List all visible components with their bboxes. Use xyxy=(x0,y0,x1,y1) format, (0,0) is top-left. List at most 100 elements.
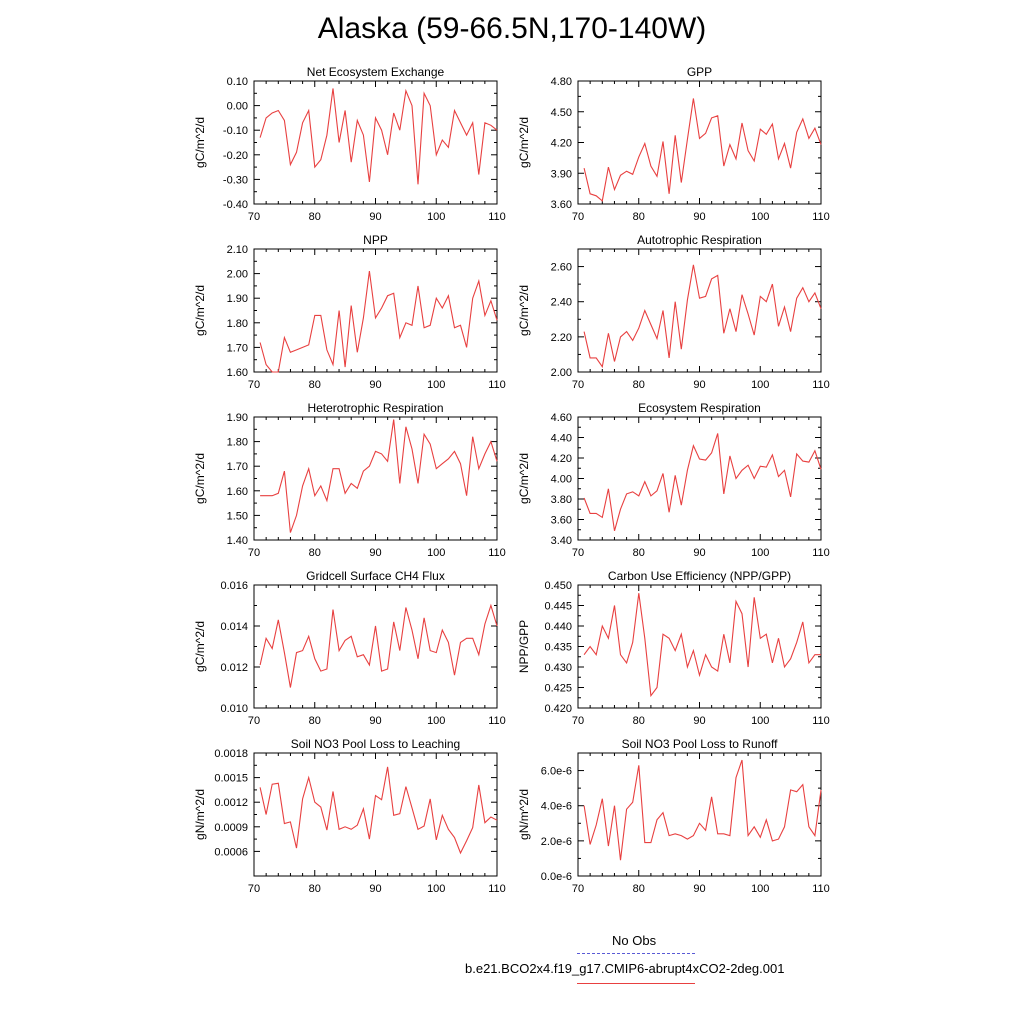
y-axis-label: gC/m^2/d xyxy=(517,117,531,168)
y-tick-label: 1.50 xyxy=(227,510,248,522)
chart-panel: Gridcell Surface CH4 Flux gC/m^2/d 70 80 90 1… xyxy=(193,569,506,727)
x-tick-label: 110 xyxy=(812,547,830,559)
chart-title: Heterotrophic Respiration xyxy=(307,401,443,415)
x-tick-label: 70 xyxy=(248,883,260,895)
x-tick-label: 90 xyxy=(693,883,705,895)
x-tick-label: 100 xyxy=(751,883,769,895)
x-tick-label: 70 xyxy=(572,547,584,559)
chart-panel: Heterotrophic Respiration gC/m^2/d 70 80 90 1… xyxy=(193,401,506,559)
series-line xyxy=(583,593,821,698)
y-tick-label: 4.00 xyxy=(551,474,572,486)
y-tick-label: 1.80 xyxy=(227,318,248,330)
series-line xyxy=(259,271,498,373)
plot-frame xyxy=(253,248,498,373)
x-tick-label: 110 xyxy=(488,547,506,559)
x-tick-label: 80 xyxy=(633,379,645,391)
x-tick-label: 110 xyxy=(812,883,830,895)
series-line xyxy=(583,759,822,861)
y-tick-label: 4.20 xyxy=(551,453,572,465)
chart-title: Ecosystem Respiration xyxy=(638,401,761,415)
x-tick-label: 80 xyxy=(309,211,321,223)
x-tick-label: 70 xyxy=(248,211,260,223)
x-tick-label: 70 xyxy=(572,883,584,895)
x-tick-label: 100 xyxy=(751,211,769,223)
x-tick-label: 100 xyxy=(751,379,769,391)
chart-title: Soil NO3 Pool Loss to Leaching xyxy=(291,737,460,751)
x-tick-label: 90 xyxy=(693,379,705,391)
plot-frame xyxy=(253,80,498,205)
y-tick-label: 3.90 xyxy=(551,168,572,180)
y-axis-label: gC/m^2/d xyxy=(517,285,531,336)
y-tick-label: 3.80 xyxy=(551,494,572,506)
legend-obs-line xyxy=(577,953,695,954)
chart-title: Autotrophic Respiration xyxy=(637,233,762,247)
x-tick-label: 90 xyxy=(369,715,381,727)
y-axis-label: gC/m^2/d xyxy=(193,285,207,336)
y-tick-label: 1.90 xyxy=(227,293,248,305)
y-tick-label: 0.0012 xyxy=(214,797,248,809)
x-tick-label: 100 xyxy=(427,211,445,223)
y-tick-label: 2.00 xyxy=(227,269,248,281)
chart-panel: GPP gC/m^2/d 70 80 90 100 110 3.60 3.90 4.20 4.50 4… xyxy=(517,65,830,223)
x-tick-label: 90 xyxy=(693,715,705,727)
y-tick-label: 0.445 xyxy=(544,601,572,613)
legend-obs-label: No Obs xyxy=(612,933,657,948)
x-tick-label: 90 xyxy=(369,883,381,895)
legend-model-line xyxy=(577,983,695,984)
x-tick-label: 70 xyxy=(248,379,260,391)
x-tick-label: 110 xyxy=(488,883,506,895)
y-tick-label: 4.50 xyxy=(551,107,572,119)
x-tick-label: 110 xyxy=(488,379,506,391)
y-tick-label: 0.435 xyxy=(544,642,572,654)
chart-panel: NPP gC/m^2/d 70 80 90 100 110 1.60 1.70 1.80 1.90 2… xyxy=(193,233,506,391)
x-tick-label: 80 xyxy=(309,715,321,727)
chart-title: Gridcell Surface CH4 Flux xyxy=(306,569,445,583)
x-tick-label: 110 xyxy=(812,715,830,727)
x-tick-label: 70 xyxy=(248,547,260,559)
plot-frame xyxy=(577,416,822,541)
y-tick-label: 1.80 xyxy=(227,437,248,449)
x-tick-label: 80 xyxy=(309,883,321,895)
x-tick-label: 100 xyxy=(427,547,445,559)
y-tick-label: -0.10 xyxy=(223,125,248,137)
chart-panel: Autotrophic Respiration gC/m^2/d 70 80 90 100… xyxy=(517,233,830,391)
x-tick-label: 80 xyxy=(633,883,645,895)
series-line xyxy=(260,419,498,533)
y-tick-label: 0.440 xyxy=(544,621,572,633)
chart-panel: Soil NO3 Pool Loss to Runoff gN/m^2/d 70 80… xyxy=(517,737,830,895)
x-tick-label: 70 xyxy=(248,715,260,727)
legend-model-label: b.e21.BCO2x4.f19_g17.CMIP6-abrupt4xCO2-2… xyxy=(465,961,785,976)
y-tick-label: 1.70 xyxy=(227,342,248,354)
y-tick-label: 0.010 xyxy=(220,703,248,715)
x-tick-label: 70 xyxy=(572,715,584,727)
chart-title: Carbon Use Efficiency (NPP/GPP) xyxy=(608,569,791,583)
x-tick-label: 70 xyxy=(572,211,584,223)
y-tick-label: 6.0e-6 xyxy=(541,766,572,778)
x-tick-label: 110 xyxy=(812,379,830,391)
y-tick-label: 1.60 xyxy=(227,486,248,498)
y-axis-label: gC/m^2/d xyxy=(193,621,207,672)
chart-panel: Ecosystem Respiration gC/m^2/d 70 80 90 100 11… xyxy=(517,401,830,559)
x-tick-label: 100 xyxy=(427,715,445,727)
x-tick-label: 90 xyxy=(369,211,381,223)
y-tick-label: 0.425 xyxy=(544,683,572,695)
y-tick-label: 2.20 xyxy=(551,332,572,344)
chart-title: NPP xyxy=(363,233,388,247)
y-tick-label: 0.00 xyxy=(227,101,248,113)
y-tick-label: 0.0015 xyxy=(214,773,248,785)
x-tick-label: 80 xyxy=(309,547,321,559)
y-tick-label: 4.20 xyxy=(551,138,572,150)
y-tick-label: 2.10 xyxy=(227,244,248,256)
chart-panel: Carbon Use Efficiency (NPP/GPP) NPP/GPP 70… xyxy=(517,569,830,727)
plot-frame xyxy=(577,752,822,877)
x-tick-label: 70 xyxy=(572,379,584,391)
y-tick-label: 1.40 xyxy=(227,535,248,547)
x-tick-label: 110 xyxy=(488,211,506,223)
x-tick-label: 100 xyxy=(751,715,769,727)
y-tick-label: 0.014 xyxy=(220,621,248,633)
y-tick-label: 0.0018 xyxy=(214,748,248,760)
y-tick-label: 1.60 xyxy=(227,367,248,379)
y-axis-label: gC/m^2/d xyxy=(193,453,207,504)
y-tick-label: 0.016 xyxy=(220,580,248,592)
